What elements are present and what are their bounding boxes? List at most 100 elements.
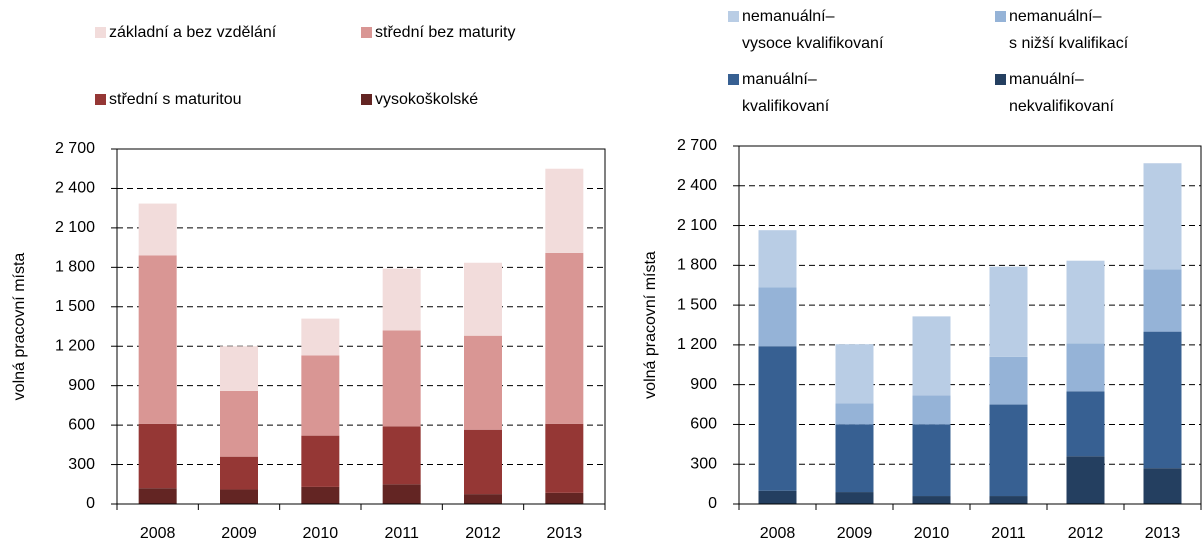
- bar-segment: [758, 287, 797, 347]
- bar-segment: [138, 488, 177, 504]
- bar-segment: [301, 355, 340, 436]
- legend-label: nemanuální– vysoce kvalifikovaní: [742, 8, 884, 52]
- y-tick-label: 1 500: [677, 296, 717, 313]
- bar-segment: [912, 395, 951, 425]
- y-tick-label: 2 100: [677, 217, 717, 234]
- bar-segment: [464, 262, 502, 336]
- bar-segment: [220, 456, 258, 490]
- x-tick-label: 2011: [384, 525, 419, 542]
- y-tick-label: 300: [690, 455, 717, 472]
- bar-segment: [220, 489, 258, 504]
- x-tick-label: 2009: [221, 525, 257, 542]
- x-tick-label: 2013: [1145, 525, 1181, 542]
- bar-segment: [382, 426, 421, 485]
- plot-frame: [116, 148, 606, 505]
- bar-segment: [989, 356, 1028, 405]
- y-tick-label: 2 700: [55, 140, 95, 157]
- y-tick-label: 0: [86, 495, 95, 512]
- bar-segment: [758, 230, 797, 288]
- legend-swatch: [95, 27, 106, 38]
- y-tick-label: 1 200: [55, 337, 95, 354]
- y-tick-label: 2 400: [55, 180, 95, 197]
- bar-segment: [989, 496, 1028, 504]
- y-axis-label: volná pracovní místa: [642, 251, 659, 399]
- y-tick-label: 900: [690, 376, 717, 393]
- x-tick-label: 2008: [140, 525, 176, 542]
- x-tick-label: 2010: [303, 525, 339, 542]
- y-tick-label: 300: [68, 456, 95, 473]
- bar-segment: [912, 496, 951, 504]
- bar-segment: [220, 390, 258, 457]
- bar-segment: [989, 404, 1028, 497]
- bar-segment: [382, 330, 421, 427]
- x-tick-label: 2013: [547, 525, 583, 542]
- bar-segment: [835, 403, 874, 425]
- bar-segment: [138, 203, 177, 256]
- bar-segment: [989, 266, 1028, 357]
- x-tick-label: 2012: [465, 525, 501, 542]
- bar-segment: [1143, 468, 1182, 504]
- bar-segment: [758, 346, 797, 491]
- bar-segment: [1066, 391, 1105, 457]
- legend-swatch: [95, 94, 106, 105]
- bar-segment: [301, 435, 340, 487]
- x-tick-label: 2009: [837, 525, 873, 542]
- legend-swatch: [361, 27, 372, 38]
- bar-segment: [138, 255, 177, 424]
- y-tick-label: 0: [708, 495, 717, 512]
- x-tick-label: 2012: [1068, 525, 1104, 542]
- legend-label: vysokoškolské: [375, 91, 479, 108]
- y-tick-label: 1 500: [55, 298, 95, 315]
- legend-label: střední s maturitou: [109, 91, 242, 108]
- y-tick-label: 2 700: [677, 137, 717, 154]
- bar-segment: [545, 168, 584, 253]
- x-tick-label: 2008: [760, 525, 796, 542]
- bar-segment: [545, 252, 584, 424]
- bar-segment: [464, 494, 502, 504]
- bar-segment: [1143, 269, 1182, 332]
- bar-segment: [220, 346, 258, 391]
- legend-label: manuální– nekvalifikovaní: [1009, 71, 1114, 115]
- y-axis-label: volná pracovní místa: [11, 253, 28, 401]
- bar-segment: [835, 492, 874, 504]
- legend-swatch: [995, 74, 1006, 85]
- bar-segment: [835, 424, 874, 493]
- bar-segment: [545, 492, 584, 504]
- bar-segment: [1066, 260, 1105, 344]
- legend-swatch: [728, 74, 739, 85]
- bar-segment: [1143, 331, 1182, 469]
- bar-segment: [301, 486, 340, 504]
- legend-label: manuální– kvalifikovaní: [742, 71, 830, 115]
- bar-segment: [835, 344, 874, 404]
- y-tick-label: 1 800: [55, 259, 95, 276]
- x-tick-label: 2011: [991, 525, 1026, 542]
- y-tick-label: 600: [68, 416, 95, 433]
- y-tick-label: 600: [690, 416, 717, 433]
- bar-segment: [912, 316, 951, 396]
- bar-segment: [382, 484, 421, 504]
- legend-label: základní a bez vzdělání: [109, 24, 277, 41]
- legend-swatch: [995, 11, 1006, 22]
- bar-segment: [464, 429, 502, 495]
- y-tick-label: 1 800: [677, 257, 717, 274]
- bar-segment: [1066, 343, 1105, 392]
- y-tick-label: 2 400: [677, 177, 717, 194]
- legend-label: nemanuální– s nižší kvalifikací: [1009, 8, 1129, 52]
- y-tick-label: 1 200: [677, 336, 717, 353]
- bar-segment: [464, 335, 502, 430]
- bar-segment: [545, 423, 584, 493]
- bar-segment: [758, 490, 797, 504]
- bar-segment: [1066, 456, 1105, 504]
- bar-segment: [1143, 163, 1182, 270]
- bar-segment: [138, 423, 177, 489]
- bar-segment: [912, 424, 951, 497]
- legend-swatch: [361, 94, 372, 105]
- legend-label: střední bez maturity: [375, 24, 516, 41]
- plot-frame: [738, 145, 1202, 505]
- x-tick-label: 2010: [914, 525, 950, 542]
- y-tick-label: 900: [68, 377, 95, 394]
- y-tick-label: 2 100: [55, 219, 95, 236]
- legend-swatch: [728, 11, 739, 22]
